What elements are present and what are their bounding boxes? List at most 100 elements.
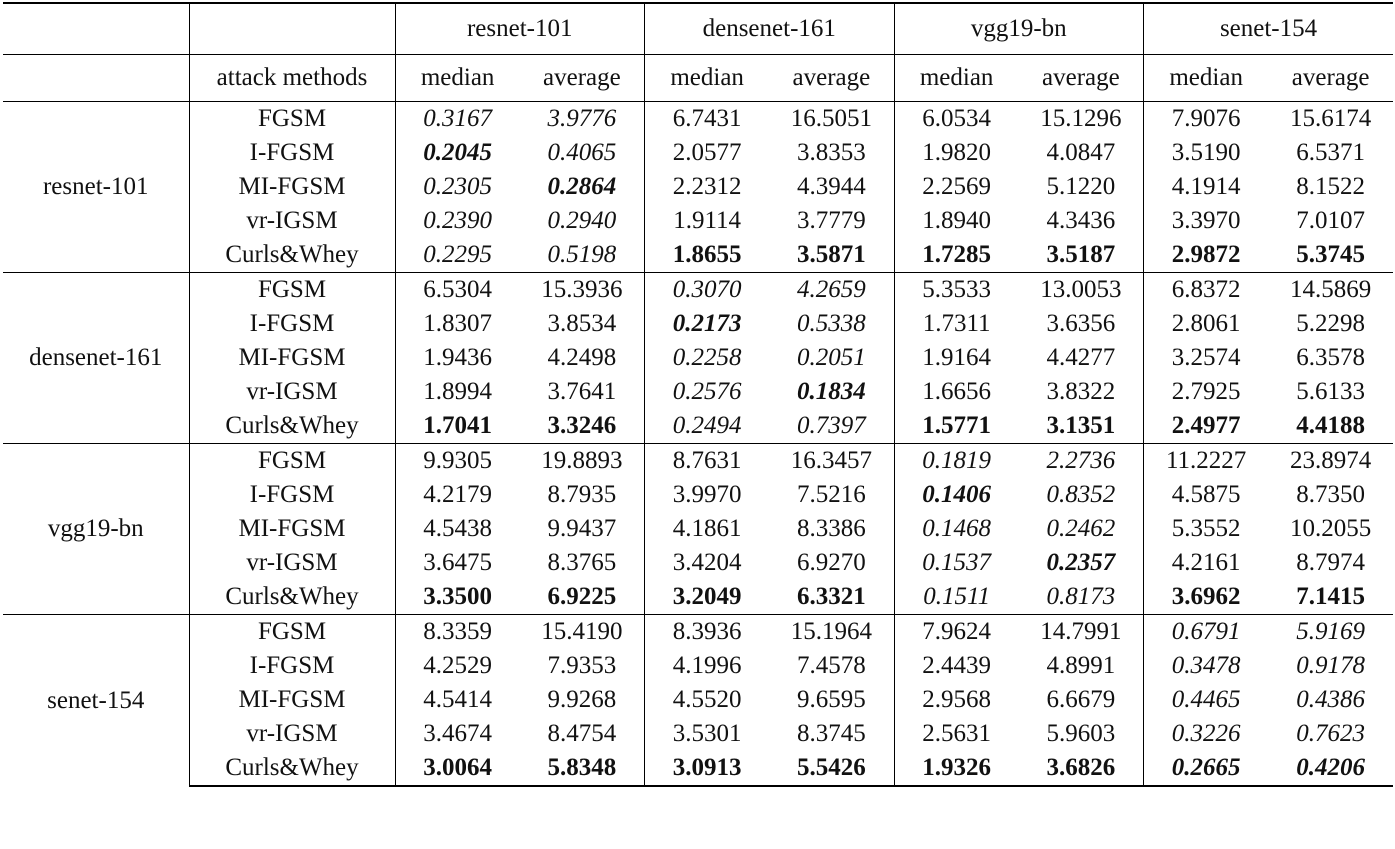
value-cell: 15.6174: [1290, 105, 1372, 132]
value-cell: 23.8974: [1268, 443, 1394, 478]
value-cell: 7.9353: [547, 652, 617, 679]
value-cell: 7.0107: [1296, 207, 1366, 234]
value-cell: 4.5875: [1143, 478, 1269, 512]
attack-method-cell: FGSM: [188, 101, 395, 136]
table-row: I-FGSM 1.8307 3.8534 0.2173 0.5338 1.7311 3.63…: [3, 307, 1393, 341]
value-cell: 5.8348: [519, 751, 645, 787]
stat-header: average: [769, 54, 895, 102]
stat-header: average: [1268, 54, 1394, 102]
value-cell: 6.3578: [1296, 344, 1366, 371]
table-row: I-FGSM 4.2529 7.9353 4.1996 7.4578 2.4439 4.89…: [3, 649, 1393, 683]
value-cell: 4.2161: [1143, 546, 1269, 580]
attack-method-cell: I-FGSM: [188, 307, 395, 341]
value-cell: 0.2357: [1046, 549, 1116, 576]
attack-method-cell: Curls&Whey: [188, 580, 395, 615]
value-cell: 3.4674: [394, 717, 520, 751]
value-cell: 6.9270: [797, 549, 866, 576]
value-cell: 6.0534: [893, 101, 1019, 136]
value-cell: 2.7925: [1143, 375, 1269, 409]
value-cell: 4.8991: [1046, 652, 1116, 679]
value-cell: 1.5771: [893, 409, 1019, 444]
value-cell: 8.7974: [1296, 549, 1366, 576]
table-row: vr-IGSM 3.4674 8.4754 3.5301 8.3745 2.5631 5.9…: [3, 717, 1393, 751]
stat-header: average: [519, 54, 645, 102]
value-cell: 0.2045: [394, 136, 520, 170]
value-cell: 3.8534: [547, 310, 617, 337]
value-cell: 0.6791: [1143, 614, 1269, 649]
table-row: Curls&Whey 3.3500 6.9225 3.2049 6.3321 0.1511…: [3, 580, 1393, 615]
value-cell: 9.6595: [797, 686, 866, 713]
value-cell: 4.4277: [1046, 344, 1116, 371]
value-cell: 8.4754: [547, 720, 617, 747]
value-cell: 1.8940: [893, 204, 1019, 238]
value-cell: 5.9603: [1046, 720, 1116, 747]
value-cell: 3.5187: [1046, 241, 1116, 268]
value-cell: 6.5304: [394, 272, 520, 307]
value-cell: 15.1296: [1040, 105, 1122, 132]
attack-method-cell: vr-IGSM: [188, 717, 395, 751]
table-row: vr-IGSM 0.2390 0.2940 1.9114 3.7779 1.8940 4.3…: [3, 204, 1393, 238]
value-cell: 1.8994: [394, 375, 520, 409]
value-cell: 0.3226: [1143, 717, 1269, 751]
value-cell: 0.2462: [1046, 515, 1116, 542]
value-cell: 5.1220: [1046, 173, 1116, 200]
value-cell: 0.8173: [1046, 583, 1116, 610]
value-cell: 3.2049: [644, 580, 770, 615]
value-cell: 4.2659: [769, 272, 895, 307]
value-cell: 3.1351: [1046, 412, 1116, 439]
value-cell: 8.7350: [1296, 481, 1366, 508]
value-cell: 0.7623: [1296, 720, 1366, 747]
table-row: Curls&Whey 0.2295 0.5198 1.8655 3.5871 1.7285…: [3, 238, 1393, 273]
stat-header: median: [644, 54, 770, 102]
value-cell: 7.9624: [893, 614, 1019, 649]
value-cell: 6.7431: [644, 101, 770, 136]
attack-method-cell: MI-FGSM: [188, 512, 395, 546]
attack-methods-header: attack methods: [188, 54, 395, 102]
value-cell: 2.2736: [1018, 443, 1144, 478]
value-cell: 3.6475: [394, 546, 520, 580]
value-cell: 16.3457: [769, 443, 895, 478]
value-cell: 1.9164: [893, 341, 1019, 375]
value-cell: 5.3533: [893, 272, 1019, 307]
value-cell: 7.5216: [797, 481, 866, 508]
attack-method-cell: Curls&Whey: [188, 238, 395, 273]
value-cell: 0.4465: [1143, 683, 1269, 717]
value-cell: 0.1819: [893, 443, 1019, 478]
stat-header: average: [1018, 54, 1144, 102]
value-cell: 3.5190: [1143, 136, 1269, 170]
header-row-stats: attack methods median average median ave…: [3, 54, 1394, 102]
value-cell: 3.4204: [644, 546, 770, 580]
header-row-models: resnet-101 densenet-161 vgg19-bn senet-1…: [3, 2, 1394, 55]
table-row: MI-FGSM 1.9436 4.2498 0.2258 0.2051 1.9164 4.4…: [3, 341, 1393, 375]
value-cell: 0.3167: [394, 101, 520, 136]
value-cell: 5.9169: [1268, 614, 1394, 649]
value-cell: 4.5414: [394, 683, 520, 717]
table-row: densenet-161 FGSM 6.5304 15.3936 0.3070 4.265…: [3, 272, 1394, 444]
table-row: vr-IGSM 1.8994 3.7641 0.2576 0.1834 1.6656 3.8…: [3, 375, 1393, 409]
value-cell: 14.5869: [1268, 272, 1394, 307]
value-cell: 2.9872: [1143, 238, 1269, 273]
value-cell: 10.2055: [1290, 515, 1372, 542]
column-model-header: vgg19-bn: [893, 2, 1144, 55]
value-cell: 2.2312: [644, 170, 770, 204]
value-cell: 0.7397: [797, 412, 866, 439]
attack-method-cell: I-FGSM: [188, 649, 395, 683]
value-cell: 8.3765: [547, 549, 617, 576]
value-cell: 14.7991: [1018, 614, 1144, 649]
attack-method-cell: vr-IGSM: [188, 204, 395, 238]
value-cell: 15.3936: [519, 272, 645, 307]
value-cell: 1.7311: [893, 307, 1019, 341]
attack-method-cell: Curls&Whey: [188, 751, 395, 787]
value-cell: 6.3321: [797, 583, 866, 610]
value-cell: 0.8352: [1046, 481, 1116, 508]
column-model-header: densenet-161: [644, 2, 895, 55]
value-cell: 3.7641: [547, 378, 617, 405]
value-cell: 1.6656: [893, 375, 1019, 409]
value-cell: 0.2305: [394, 170, 520, 204]
value-cell: 8.3359: [394, 614, 520, 649]
value-cell: 3.0064: [394, 751, 520, 787]
value-cell: 3.6356: [1046, 310, 1116, 337]
attack-method-cell: vr-IGSM: [188, 375, 395, 409]
value-cell: 5.6133: [1296, 378, 1366, 405]
table-row: I-FGSM 0.2045 0.4065 2.0577 3.8353 1.9820 4.08…: [3, 136, 1393, 170]
